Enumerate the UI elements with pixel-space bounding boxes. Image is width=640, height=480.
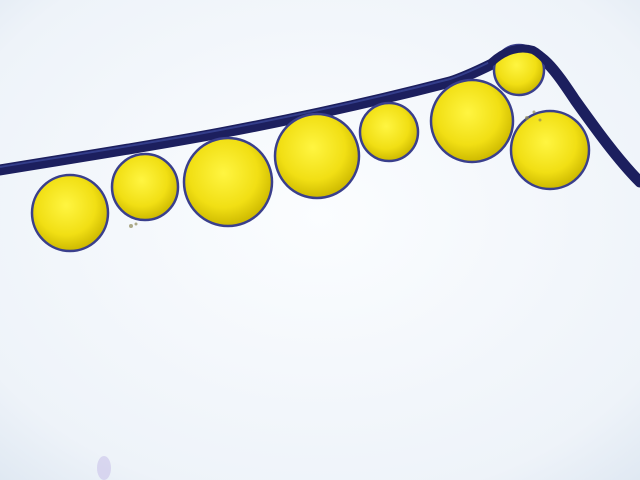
fiber-overlay <box>488 44 579 104</box>
background-speck <box>97 456 111 480</box>
droplet-6 <box>429 78 515 164</box>
droplets <box>30 43 591 253</box>
debris-speck-1 <box>129 224 133 228</box>
droplet-3 <box>182 136 274 228</box>
debris <box>129 110 542 228</box>
debris-speck-4 <box>532 110 536 114</box>
droplet-5 <box>358 101 420 163</box>
droplet-1 <box>30 173 110 253</box>
debris-speck-3 <box>525 116 529 120</box>
debris-speck-2 <box>134 222 138 226</box>
debris-speck-5 <box>538 118 542 122</box>
droplet-2 <box>110 152 180 222</box>
droplet-4 <box>273 112 361 200</box>
droplet-7 <box>509 109 591 191</box>
fiber-highlight <box>0 48 521 168</box>
